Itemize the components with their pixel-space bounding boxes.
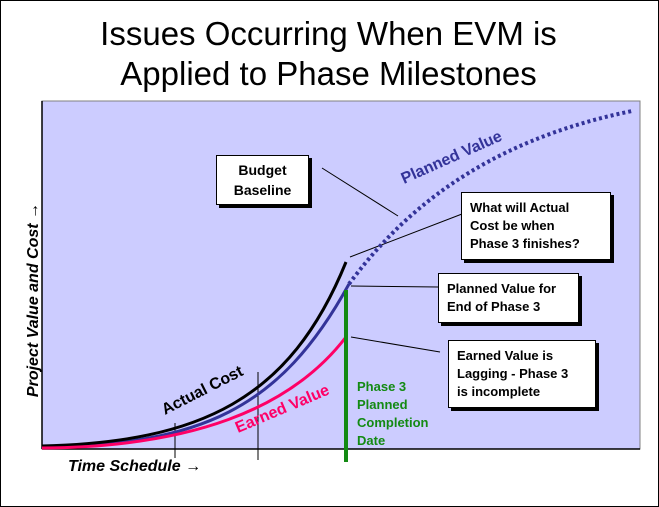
callout-line: Budget xyxy=(238,162,287,178)
phase-3-label: Phase 3 Planned Completion Date xyxy=(357,378,429,450)
phase-label-line: Phase 3 xyxy=(357,379,407,394)
slide-title: Issues Occurring When EVM is Applied to … xyxy=(0,14,657,94)
callout-line: What will Actual xyxy=(470,200,570,215)
callout-line: Cost be when xyxy=(470,218,555,233)
planned-value-future-curve xyxy=(347,109,633,286)
callout-line: End of Phase 3 xyxy=(447,299,541,314)
y-axis-label: Project Value and Cost → xyxy=(25,202,42,398)
title-line-1: Issues Occurring When EVM is xyxy=(100,15,557,52)
budget-baseline-callout: Budget Baseline xyxy=(216,155,309,205)
planned-value-end-callout: Planned Value for End of Phase 3 xyxy=(438,273,579,323)
callout-line: Planned Value for xyxy=(447,281,557,296)
leader-planned-value-end xyxy=(350,285,439,288)
phase-label-line: Planned xyxy=(357,397,408,412)
leader-earned-value xyxy=(350,336,441,353)
callout-line: Earned Value is xyxy=(457,348,554,363)
phase-label-line: Date xyxy=(357,433,386,448)
actual-cost-curve xyxy=(41,261,348,448)
callout-line: Lagging - Phase 3 xyxy=(457,366,569,381)
leader-budget-baseline xyxy=(321,167,399,217)
callout-line: is incomplete xyxy=(457,384,541,399)
earned-value-lagging-callout: Earned Value is Lagging - Phase 3 is inc… xyxy=(448,340,596,408)
callout-line: Baseline xyxy=(233,182,292,198)
title-line-2: Applied to Phase Milestones xyxy=(120,55,537,92)
phase-label-line: Completion xyxy=(357,415,429,430)
earned-value-curve xyxy=(41,336,348,450)
callout-line: Phase 3 finishes? xyxy=(470,236,580,251)
actual-cost-question-callout: What will Actual Cost be when Phase 3 fi… xyxy=(461,192,611,260)
leader-actual-cost-question xyxy=(349,213,463,258)
x-axis-label: Time Schedule → xyxy=(68,458,202,475)
